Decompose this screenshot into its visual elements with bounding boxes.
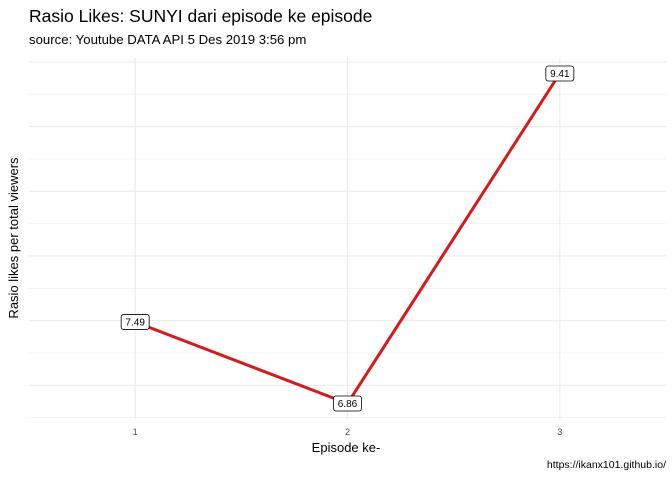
chart-caption: https://ikanx101.github.io/: [546, 459, 666, 471]
x-axis-title: Episode ke-: [312, 440, 381, 455]
data-label-box: [545, 65, 575, 82]
data-label-box: [120, 314, 150, 330]
x-tick-label: 2: [345, 427, 350, 437]
data-label-box: [333, 395, 362, 412]
data-label: 6.86: [333, 395, 362, 412]
x-axis-ticks: 1 2 3: [133, 427, 563, 437]
data-label-text: 6.86: [338, 399, 358, 410]
data-label-text: 7.49: [125, 317, 145, 328]
chart-subtitle: source: Youtube DATA API 5 Des 2019 3:56…: [29, 32, 307, 47]
x-tick-label: 3: [557, 427, 562, 437]
data-label: 7.49: [120, 314, 150, 330]
data-labels: 7.49 6.86 9.41: [120, 65, 575, 412]
chart-title: Rasio Likes: SUNYI dari episode ke episo…: [29, 6, 373, 26]
y-axis-title: Rasio likes per total viewers: [6, 157, 21, 319]
data-label: 9.41: [545, 65, 575, 82]
x-tick-label: 1: [133, 427, 138, 437]
grid-lines: [29, 58, 666, 419]
data-label-text: 9.41: [550, 69, 570, 80]
